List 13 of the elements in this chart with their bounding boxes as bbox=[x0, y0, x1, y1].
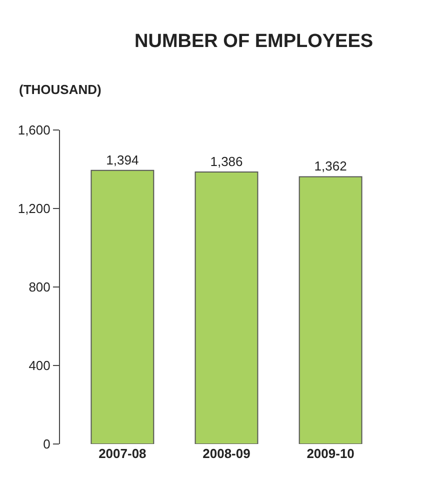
y-tick-label: 800 bbox=[28, 280, 50, 295]
data-label: 1,386 bbox=[210, 154, 243, 169]
y-tick-label: 400 bbox=[28, 358, 50, 374]
y-tick-label: 0 bbox=[43, 436, 50, 452]
x-tick-label: 2009-10 bbox=[306, 446, 354, 461]
y-tick-label: 1,600 bbox=[18, 122, 50, 138]
data-label: 1,362 bbox=[314, 158, 347, 174]
data-label: 1,394 bbox=[106, 152, 139, 168]
x-tick-label: 2007-08 bbox=[98, 446, 146, 461]
chart-title: NUMBER OF EMPLOYEES bbox=[134, 31, 374, 52]
y-tick-label: 1,200 bbox=[18, 201, 50, 216]
y-axis-title: (THOUSAND) bbox=[19, 82, 102, 97]
x-tick-label: 2008-09 bbox=[202, 446, 250, 461]
